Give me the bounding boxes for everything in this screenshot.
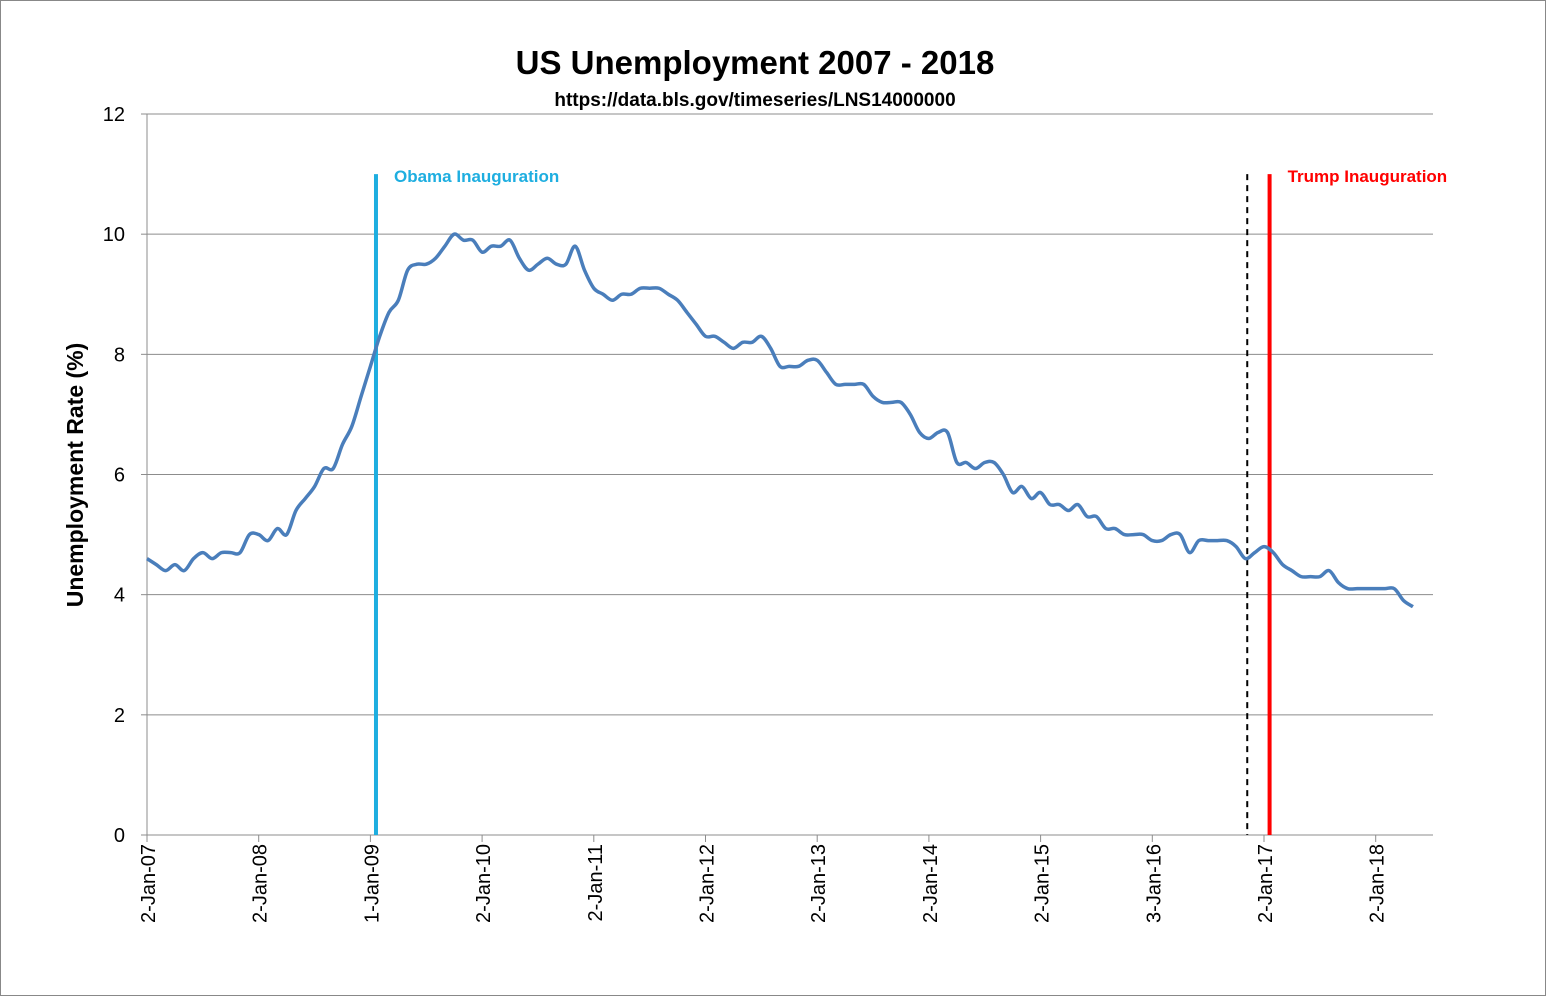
unemployment-series-line [146, 232, 1414, 609]
y-tick-label: 2 [114, 705, 125, 727]
y-tick-label: 12 [103, 104, 125, 126]
chart-title: US Unemployment 2007 - 2018 [516, 44, 995, 81]
annotation-label: Obama Inauguration [394, 167, 559, 186]
y-tick-label: 10 [103, 224, 125, 246]
x-tick-label: 1-Jan-09 [361, 844, 383, 923]
x-tick-label: 2-Jan-11 [585, 844, 607, 921]
chart-subtitle: https://data.bls.gov/timeseries/LNS14000… [554, 90, 955, 111]
x-tick-label: 2-Jan-07 [138, 844, 160, 923]
y-axis-label: Unemployment Rate (%) [62, 343, 88, 608]
annotation-label: Trump Inauguration [1288, 167, 1448, 186]
x-tick-label: 2-Jan-10 [473, 844, 495, 923]
y-tick-labels: 0 2 4 6 8 10 12 [103, 104, 125, 847]
x-tick-label: 2-Jan-18 [1367, 844, 1389, 923]
x-tick-labels: 2-Jan-07 2-Jan-08 1-Jan-09 2-Jan-10 2-Jan-11… [138, 844, 1389, 923]
axes [141, 113, 1433, 842]
y-tick-label: 4 [114, 585, 125, 607]
y-tick-label: 0 [114, 825, 125, 847]
series-layer [146, 232, 1414, 609]
annotations: Obama Inauguration Trump Inauguration [373, 167, 1448, 835]
x-tick-label: 2-Jan-08 [250, 844, 272, 923]
gridlines [147, 113, 1433, 716]
x-tick-label: 2-Jan-14 [920, 844, 942, 923]
x-tick-label: 2-Jan-12 [697, 844, 719, 923]
y-tick-label: 6 [114, 465, 125, 487]
x-tick-label: 2-Jan-15 [1032, 844, 1054, 923]
x-tick-label: 3-Jan-16 [1143, 844, 1165, 923]
y-tick-label: 8 [114, 344, 125, 366]
x-tick-label: 2-Jan-13 [808, 844, 830, 923]
x-tick-label: 2-Jan-17 [1255, 844, 1277, 923]
